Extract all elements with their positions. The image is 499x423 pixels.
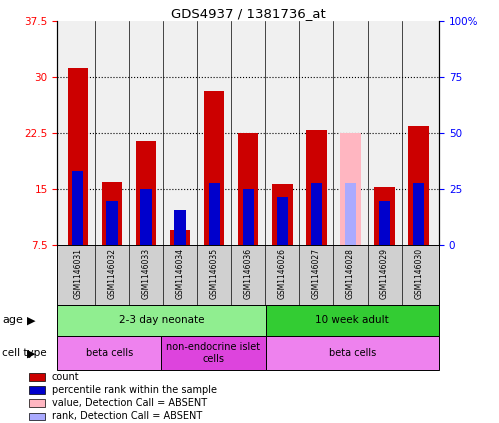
Text: cell type: cell type [2, 348, 47, 358]
Bar [175, 210, 186, 245]
Text: 10 week adult: 10 week adult [315, 316, 389, 325]
Bar [272, 184, 292, 245]
Bar [306, 129, 327, 245]
Bar [140, 190, 152, 245]
Text: beta cells: beta cells [329, 348, 376, 358]
Text: GSM1146032: GSM1146032 [107, 248, 116, 299]
Title: GDS4937 / 1381736_at: GDS4937 / 1381736_at [171, 7, 326, 20]
Bar [57, 305, 265, 336]
Text: GSM1146030: GSM1146030 [414, 248, 423, 299]
Text: ▶: ▶ [27, 316, 36, 325]
Bar [29, 386, 45, 394]
Bar [106, 201, 118, 245]
Bar [170, 231, 190, 245]
Text: GSM1146035: GSM1146035 [210, 248, 219, 299]
Bar [162, 336, 265, 370]
Text: GSM1146034: GSM1146034 [176, 248, 185, 299]
Text: GSM1146036: GSM1146036 [244, 248, 253, 299]
Text: GSM1146029: GSM1146029 [380, 248, 389, 299]
Bar [29, 373, 45, 381]
Bar [102, 182, 122, 245]
Bar [413, 183, 424, 245]
Text: non-endocrine islet
cells: non-endocrine islet cells [167, 342, 260, 364]
Text: ▶: ▶ [27, 348, 36, 358]
Bar [409, 126, 429, 245]
Bar [72, 170, 83, 245]
Bar [311, 183, 322, 245]
Text: beta cells: beta cells [86, 348, 133, 358]
Bar [67, 68, 88, 245]
Text: age: age [2, 316, 23, 325]
Bar [29, 399, 45, 407]
Text: GSM1146031: GSM1146031 [73, 248, 82, 299]
Text: value, Detection Call = ABSENT: value, Detection Call = ABSENT [52, 398, 207, 408]
Text: GSM1146027: GSM1146027 [312, 248, 321, 299]
Bar [379, 201, 390, 245]
Bar [136, 141, 156, 245]
Bar [238, 133, 258, 245]
Text: GSM1146026: GSM1146026 [278, 248, 287, 299]
Text: GSM1146028: GSM1146028 [346, 248, 355, 299]
Text: GSM1146033: GSM1146033 [142, 248, 151, 299]
Bar [265, 336, 439, 370]
Bar [265, 305, 439, 336]
Bar [204, 91, 225, 245]
Bar [345, 183, 356, 245]
Bar [57, 336, 162, 370]
Bar [243, 190, 254, 245]
Bar [209, 183, 220, 245]
Text: count: count [52, 372, 79, 382]
Bar [374, 187, 395, 245]
Bar [29, 412, 45, 420]
Text: 2-3 day neonate: 2-3 day neonate [119, 316, 204, 325]
Bar [340, 133, 361, 245]
Bar [277, 197, 288, 245]
Text: percentile rank within the sample: percentile rank within the sample [52, 385, 217, 395]
Text: rank, Detection Call = ABSENT: rank, Detection Call = ABSENT [52, 412, 202, 421]
